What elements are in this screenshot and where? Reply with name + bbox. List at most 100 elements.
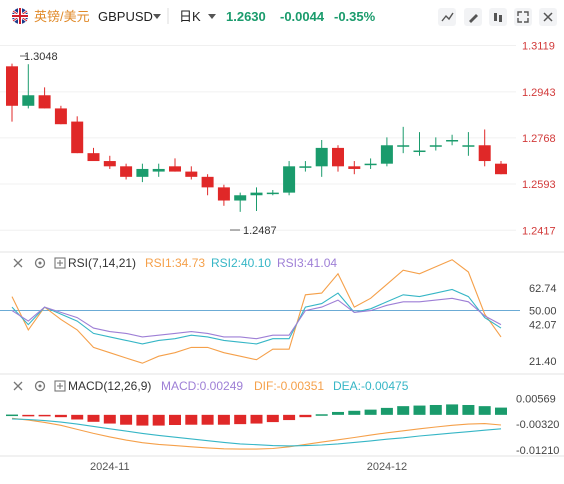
- symbol-selector[interactable]: GBPUSD: [98, 9, 153, 24]
- macd-bar: [478, 406, 491, 415]
- macd-expand-icon[interactable]: [54, 380, 66, 392]
- macd-bar: [87, 414, 100, 422]
- macd-legend: MACD(12,26,9) MACD:0.00249 DIF:-0.00351 …: [13, 379, 409, 393]
- candles: [6, 63, 507, 212]
- candle-body: [103, 161, 116, 167]
- uk-flag-icon: [12, 8, 28, 24]
- candle-body: [185, 171, 198, 177]
- macd-bar: [152, 414, 165, 426]
- rsi-legend: RSI(7,14,21) RSI1:34.73 RSI2:40.10 RSI3:…: [13, 256, 337, 270]
- price-change: -0.0044: [280, 9, 325, 24]
- candle-body: [169, 166, 181, 172]
- candle-body: [478, 145, 491, 162]
- low-label: 1.2487: [243, 225, 277, 237]
- macd-bar: [54, 414, 67, 418]
- rsi1-label: RSI1:34.73: [145, 256, 205, 270]
- candle-body: [332, 147, 344, 167]
- chevron-down-icon[interactable]: [153, 14, 161, 19]
- candle-body: [462, 145, 475, 147]
- rsi-pane: 62.74 50.00 42.07 21.40: [0, 259, 557, 368]
- candle-body: [152, 168, 165, 172]
- candle-body: [413, 150, 426, 153]
- rsi-line-1: [11, 259, 502, 364]
- current-price: 1.2630: [226, 9, 266, 24]
- candle-body: [299, 166, 312, 168]
- pen-tool-icon[interactable]: [464, 8, 482, 26]
- candle-body: [250, 192, 263, 196]
- high-label: 1.3048: [24, 51, 58, 63]
- timeframe-chevron-icon[interactable]: [208, 14, 216, 19]
- candle-body: [348, 166, 361, 169]
- macd-bar: [185, 414, 198, 425]
- macd-bar: [38, 414, 51, 417]
- rsi-line-3: [11, 297, 502, 340]
- x-tick-label: 2024-12: [367, 461, 407, 473]
- x-tick-label: 2024-11: [90, 461, 130, 473]
- draw-tool-icon[interactable]: [438, 8, 456, 26]
- close-icon[interactable]: [539, 8, 557, 26]
- macd-close-icon[interactable]: [13, 381, 23, 391]
- macd-title: MACD(12,26,9): [68, 379, 151, 393]
- x-axis: 2024-11 2024-12: [90, 461, 407, 473]
- macd-tick-label: 0.00569: [516, 393, 556, 405]
- macd-bar: [250, 414, 263, 424]
- price-annotations: 1.3048 1.2487: [20, 51, 277, 237]
- rsi-title: RSI(7,14,21): [68, 256, 136, 270]
- rsi2-label: RSI2:40.10: [211, 256, 271, 270]
- timeframe-selector[interactable]: 日K: [179, 9, 201, 24]
- fullscreen-icon[interactable]: [514, 8, 532, 26]
- macd-bar: [462, 404, 475, 415]
- price-tick-label: 1.2417: [522, 225, 556, 237]
- macd-tick-label: -0.01210: [516, 445, 559, 457]
- macd-bar: [397, 406, 410, 415]
- rsi-line-2: [11, 288, 502, 345]
- macd-bar: [22, 414, 35, 417]
- candle-body: [446, 140, 459, 142]
- dea-line: [11, 418, 502, 447]
- macd-bar: [299, 414, 312, 418]
- candle-body: [495, 163, 507, 175]
- rsi-settings-icon[interactable]: [34, 257, 46, 269]
- candle-body: [54, 108, 67, 125]
- macd-bar: [136, 414, 149, 426]
- macd-pane: 0.00569 -0.00320 -0.01210: [6, 393, 559, 457]
- macd-bar: [169, 414, 181, 425]
- price-tick-label: 1.2593: [522, 179, 556, 191]
- candle-body: [87, 153, 100, 162]
- header-bar: 英镑/美元 GBPUSD 日K 1.2630 -0.0044 -0.35%: [12, 8, 557, 26]
- rsi-tick-label: 42.07: [529, 320, 557, 332]
- macd-bar: [217, 414, 230, 425]
- macd-bar: [103, 414, 116, 424]
- macd-bar: [332, 411, 344, 415]
- price-tick-label: 1.2768: [522, 133, 556, 145]
- macd-tick-label: -0.00320: [516, 419, 559, 431]
- candle-body: [22, 95, 35, 106]
- macd-bar: [120, 414, 133, 425]
- price-tick-label: 1.2943: [522, 87, 556, 99]
- candle-body: [201, 176, 214, 188]
- candle-body: [283, 166, 296, 193]
- dif-line: [11, 417, 502, 450]
- macd-bar: [348, 410, 361, 415]
- macd-bar: [446, 404, 459, 415]
- candle-body: [71, 121, 84, 154]
- candle-body: [120, 166, 133, 177]
- macd-settings-icon[interactable]: [34, 380, 46, 392]
- macd-bar: [283, 414, 296, 421]
- pair-name-cn: 英镑/美元: [34, 9, 90, 24]
- price-tick-label: 1.3119: [522, 41, 555, 53]
- macd-bar: [495, 407, 507, 415]
- rsi3-label: RSI3:41.04: [277, 256, 337, 270]
- macd-bar: [315, 414, 328, 416]
- candle-body: [234, 195, 247, 201]
- macd-bar: [266, 414, 279, 423]
- rsi-close-icon[interactable]: [13, 258, 23, 268]
- candle-body: [136, 168, 149, 177]
- macd-bar: [429, 404, 442, 415]
- rsi-expand-icon[interactable]: [54, 257, 66, 269]
- indicator-tool-icon[interactable]: [489, 8, 507, 26]
- price-grid: [0, 45, 516, 231]
- macd-bar: [6, 414, 18, 417]
- candle-body: [38, 95, 51, 109]
- macd-bar: [71, 414, 84, 420]
